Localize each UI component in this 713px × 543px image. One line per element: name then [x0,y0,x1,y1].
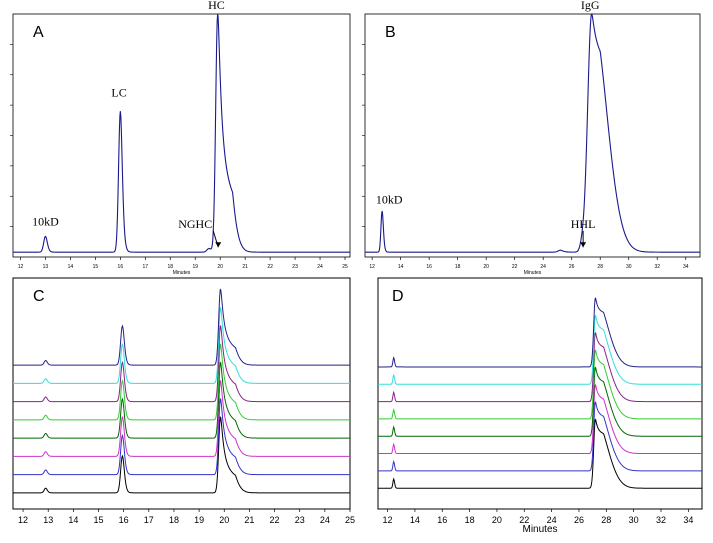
x-tick-label: 16 [119,515,129,525]
annotation-arrowhead [580,242,587,248]
series-line-3 [13,379,350,457]
panel-c: 12 13 14 15 16 17 18 19 20 21 22 23 24 25 C [12,277,355,525]
x-tick-label: 16 [426,264,432,270]
panel-a: 12 13 14 15 16 17 18 19 20 21 22 23 24 25 Minutes A 10kD… [10,0,351,276]
x-tick-label: 22 [519,515,529,525]
x-tick-label: 13 [43,515,53,525]
annotation-arrowhead [215,242,222,248]
x-tick-label: 12 [18,515,28,525]
panel-b: 12 14 16 18 20 22 24 26 28 30 32 34 Minutes B 10kD HHL I… [362,0,701,276]
x-tick-label: 26 [574,515,584,525]
plot-frame [377,277,703,510]
x-tick-label: 18 [465,515,475,525]
x-tick-label: 20 [219,515,229,525]
x-tick-label: 23 [295,515,305,525]
series-line-7 [13,306,350,384]
x-axis-label: Minutes [522,524,557,535]
panel-label-b: B [385,24,396,41]
x-tick-label: 30 [629,515,639,525]
x-tick-label: 24 [320,515,330,525]
x-tick-label: 22 [267,264,273,270]
x-axis-label: Minutes [524,270,542,276]
x-tick-label: 18 [167,264,173,270]
x-tick-label: 20 [492,515,502,525]
series-line-6 [378,331,702,403]
chromatogram-line [13,13,350,253]
x-tick-label: 21 [242,264,248,270]
series-line-4 [378,366,702,437]
x-tick-label: 32 [654,264,660,270]
series-line-6 [13,324,350,403]
series-line-5 [378,349,702,420]
x-tick-label: 20 [483,264,489,270]
series-line-5 [13,343,350,421]
series-line-8 [378,297,702,368]
peak-annotation: IgG [581,0,600,12]
panel-label-c: C [33,288,45,305]
x-tick-label: 28 [601,515,611,525]
x-tick-label: 18 [169,515,179,525]
x-tick-label: 28 [597,264,603,270]
x-tick-label: 19 [194,515,204,525]
x-tick-label: 14 [398,264,404,270]
x-tick-label: 16 [437,515,447,525]
plot-frame [364,13,701,258]
peak-annotation: LC [111,86,126,100]
x-tick-label: 21 [244,515,254,525]
panel-label-d: D [392,288,404,305]
x-tick-label: 34 [683,264,689,270]
series-line-4 [13,361,350,439]
x-tick-label: 16 [118,264,124,270]
x-tick-label: 22 [270,515,280,525]
plot-frame [12,277,351,510]
peak-annotation: HHL [571,217,596,231]
series-line-1 [378,418,702,489]
series-line-7 [378,314,702,385]
x-tick-label: 14 [410,515,420,525]
series-line-2 [378,401,702,472]
x-tick-label: 17 [143,264,149,270]
series-line-3 [378,383,702,455]
x-tick-label: 24 [317,264,323,270]
peak-annotation: NGHC [178,217,212,231]
x-tick-label: 20 [217,264,223,270]
x-tick-label: 22 [512,264,518,270]
series-line-2 [13,397,350,476]
x-axis-label: Minutes [173,270,191,276]
peak-annotation: 10kD [32,214,59,228]
x-tick-label: 12 [383,515,393,525]
x-tick-label: 15 [93,264,99,270]
x-tick-label: 13 [43,264,49,270]
x-tick-label: 34 [683,515,693,525]
panel-label-a: A [33,24,44,41]
x-tick-label: 23 [292,264,298,270]
x-tick-label: 26 [569,264,575,270]
x-tick-label: 14 [68,515,78,525]
x-tick-label: 24 [540,264,546,270]
x-tick-label: 25 [342,264,348,270]
x-tick-label: 25 [345,515,355,525]
series-line-1 [13,416,350,494]
chromatogram-line [365,13,700,253]
x-tick-label: 32 [656,515,666,525]
x-tick-label: 14 [68,264,74,270]
x-tick-label: 24 [547,515,557,525]
x-tick-label: 30 [626,264,632,270]
series-line-8 [13,288,350,366]
x-tick-label: 15 [93,515,103,525]
x-tick-label: 17 [144,515,154,525]
x-tick-label: 12 [18,264,24,270]
x-tick-label: 19 [192,264,198,270]
peak-annotation: HC [208,0,225,12]
panel-d: 12 14 16 18 20 22 24 26 28 30 32 34 Minutes D [377,277,703,535]
peak-annotation: 10kD [376,193,403,207]
x-tick-label: 12 [369,264,375,270]
x-tick-label: 18 [455,264,461,270]
